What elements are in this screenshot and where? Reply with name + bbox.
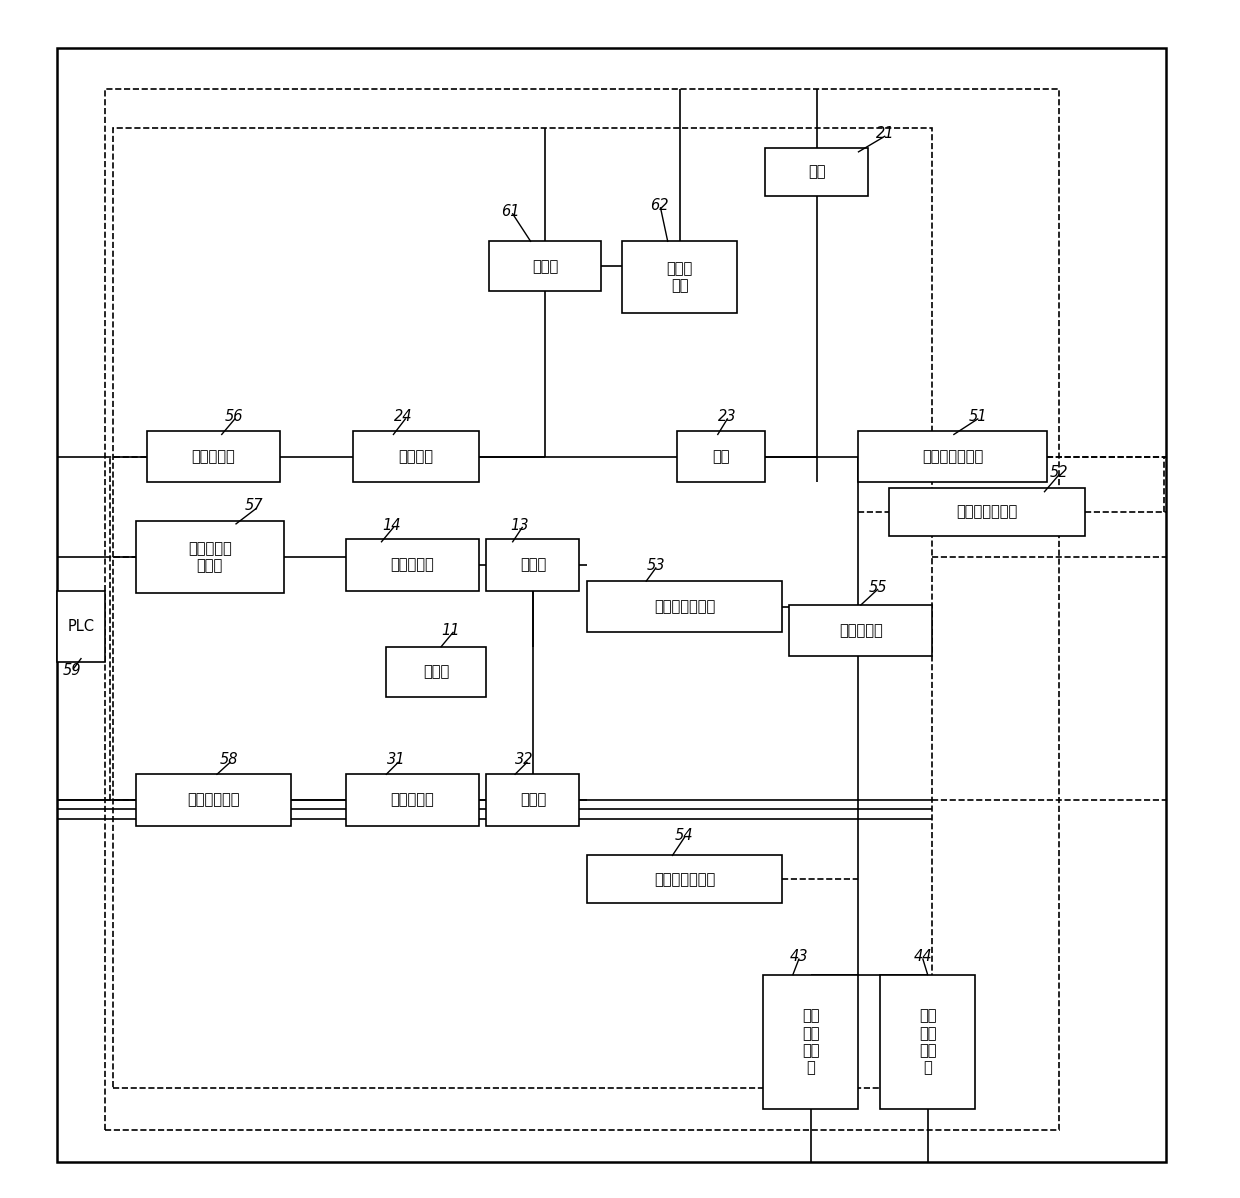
Text: 泡沫泵: 泡沫泵	[520, 557, 546, 573]
Text: 第一流量传感器: 第一流量传感器	[923, 449, 983, 464]
Bar	[387, 647, 486, 697]
Text: 第二电
磁阀: 第二电 磁阀	[666, 261, 693, 294]
Bar	[486, 774, 579, 825]
Bar	[57, 591, 105, 662]
Text: 23: 23	[718, 409, 737, 424]
Text: 第二压力传感器: 第二压力传感器	[653, 872, 715, 887]
Text: 44: 44	[914, 949, 932, 964]
Text: 57: 57	[244, 498, 263, 514]
Text: 空压机变频器: 空压机变频器	[187, 792, 239, 807]
Text: 31: 31	[387, 752, 405, 768]
Text: 21: 21	[875, 127, 894, 141]
Text: 58: 58	[219, 752, 238, 768]
Bar	[587, 581, 782, 633]
Text: 43: 43	[790, 949, 808, 964]
Text: 第二流量传感器: 第二流量传感器	[653, 599, 715, 615]
Text: 11: 11	[441, 623, 460, 637]
Text: 第一调节阀: 第一调节阀	[839, 623, 883, 639]
Bar	[136, 774, 291, 825]
Bar	[136, 521, 284, 593]
Bar	[353, 431, 480, 482]
Text: 24: 24	[394, 409, 412, 424]
Text: 53: 53	[646, 558, 665, 573]
Text: 水泵变频器: 水泵变频器	[191, 449, 236, 464]
Text: 空压机: 空压机	[520, 792, 546, 807]
Bar	[105, 89, 1059, 1130]
Text: 泡沫泵电机: 泡沫泵电机	[391, 557, 434, 573]
Bar	[889, 488, 1085, 536]
Text: 54: 54	[675, 828, 693, 842]
Bar	[622, 241, 737, 313]
Text: 泡沫
管路
出口
阀: 泡沫 管路 出口 阀	[802, 1009, 820, 1076]
Text: 59: 59	[62, 662, 81, 678]
Bar	[858, 431, 1047, 482]
Text: 62: 62	[650, 198, 668, 213]
Bar	[346, 774, 480, 825]
Text: 泡沫箱: 泡沫箱	[423, 664, 449, 679]
Bar	[486, 539, 579, 591]
Text: 喷淋
管路
出口
阀: 喷淋 管路 出口 阀	[919, 1009, 936, 1076]
Bar	[763, 975, 858, 1109]
Bar	[113, 128, 932, 1088]
Bar	[489, 241, 601, 291]
Text: 第一压力传感器: 第一压力传感器	[956, 504, 1018, 520]
Bar	[346, 539, 480, 591]
Text: 空压机电机: 空压机电机	[391, 792, 434, 807]
Text: 61: 61	[501, 204, 520, 219]
Text: 32: 32	[516, 752, 534, 768]
Bar	[677, 431, 765, 482]
Bar	[146, 431, 280, 482]
Text: PLC: PLC	[67, 619, 94, 634]
Text: 泡沫泵电机
控制器: 泡沫泵电机 控制器	[188, 541, 232, 574]
Text: 52: 52	[1049, 465, 1068, 480]
Text: 真空泵: 真空泵	[532, 259, 558, 274]
Bar	[790, 605, 932, 657]
Bar	[765, 149, 868, 196]
Text: 水泵: 水泵	[713, 449, 730, 464]
Text: 56: 56	[224, 409, 243, 424]
Text: 水源: 水源	[808, 164, 826, 180]
Text: 水泵电机: 水泵电机	[398, 449, 434, 464]
Text: 51: 51	[968, 409, 987, 424]
Text: 55: 55	[868, 580, 887, 594]
Text: 14: 14	[382, 518, 401, 533]
Text: 13: 13	[511, 518, 529, 533]
Bar	[587, 855, 782, 903]
Bar	[880, 975, 976, 1109]
